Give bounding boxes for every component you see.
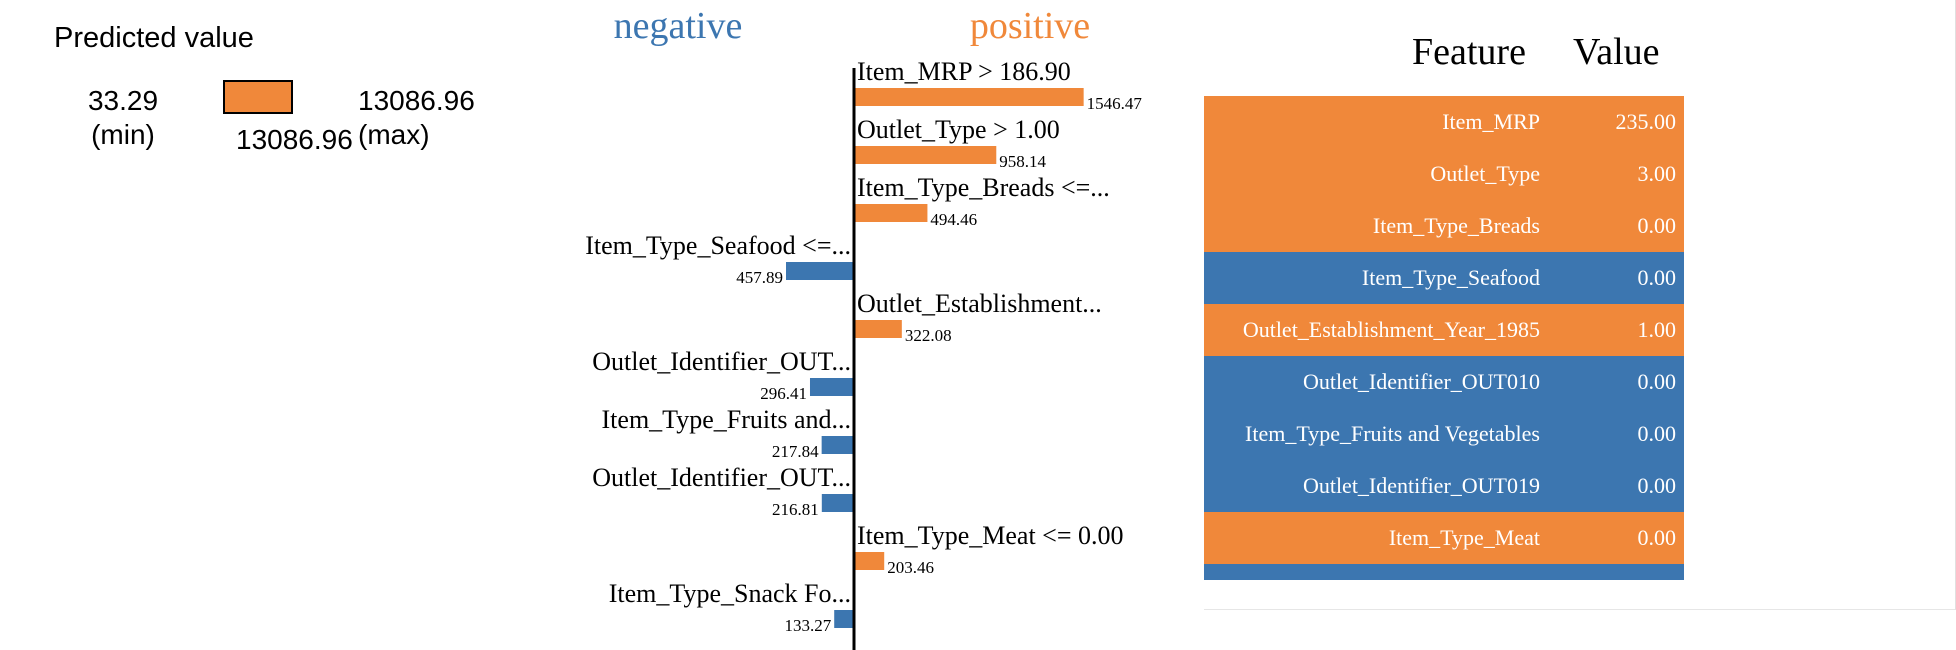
- bar-value-label: 1546.47: [1087, 94, 1143, 113]
- table-row: Outlet_Identifier_OUT019 0.00: [1204, 460, 1684, 512]
- table-row: Outlet_Type 3.00: [1204, 148, 1684, 200]
- table-header-feature: Feature: [1412, 31, 1526, 73]
- table-cell-feature: Outlet_Identifier_OUT019: [1302, 473, 1540, 498]
- predicted-min-label: (min): [91, 119, 155, 150]
- table-cell-feature: Outlet_Identifier_OUT010: [1302, 369, 1540, 394]
- table-cell-feature: Item_Type_Fruits and Vegetables: [1245, 421, 1540, 446]
- table-row: Outlet_Identifier_OUT010 0.00: [1204, 356, 1684, 408]
- bar: [809, 378, 854, 396]
- bar: [834, 610, 854, 628]
- bar-label: Item_Type_Meat <= 0.00: [857, 521, 1124, 550]
- table-cell-feature: Item_Type_Meat: [1388, 525, 1540, 550]
- table-cell-feature: Item_Type_Breads: [1372, 213, 1540, 238]
- table-cell-value: 0.00: [1637, 421, 1677, 446]
- bar: [821, 494, 854, 512]
- table-row: Outlet_Establishment_Year_1985 1.00: [1204, 304, 1684, 356]
- bar-label: Outlet_Identifier_OUT...: [592, 347, 851, 376]
- bar-value-label: 216.81: [772, 500, 819, 519]
- table-cell-feature: Item_Type_Seafood: [1361, 265, 1540, 290]
- bar-label: Outlet_Establishment...: [857, 289, 1102, 318]
- table-header-value: Value: [1573, 31, 1660, 73]
- bar-label: Outlet_Identifier_OUT...: [592, 463, 851, 492]
- table-cell-feature: Outlet_Type: [1430, 161, 1540, 186]
- bar-value-label: 494.46: [930, 210, 977, 229]
- bar-value-label: 296.41: [760, 384, 807, 403]
- table-cell-value: 1.00: [1637, 317, 1677, 342]
- bar-value-label: 133.27: [784, 616, 831, 635]
- predicted-max-label: (max): [358, 119, 430, 150]
- table-row: Item_Type_Fruits and Vegetables 0.00: [1204, 408, 1684, 460]
- bar-label: Item_Type_Breads <=...: [857, 173, 1110, 202]
- table-cell-value: 0.00: [1637, 369, 1677, 394]
- bar: [854, 320, 902, 338]
- bar-value-label: 203.46: [887, 558, 934, 577]
- predicted-min: 33.29 (min): [78, 84, 168, 152]
- predicted-min-value: 33.29: [87, 85, 159, 116]
- table-cell-feature: Item_MRP: [1442, 109, 1540, 134]
- bar-label: Item_MRP > 186.90: [857, 57, 1071, 86]
- bar: [854, 88, 1084, 106]
- table-row: Item_MRP 235.00: [1204, 96, 1684, 148]
- bar: [854, 146, 997, 164]
- table-row: [1204, 564, 1684, 580]
- table-cell-value: 3.00: [1637, 161, 1677, 186]
- bar: [786, 262, 854, 280]
- bar-label: Outlet_Type > 1.00: [857, 115, 1060, 144]
- table-row: Item_Type_Breads 0.00: [1204, 200, 1684, 252]
- bar-value-label: 322.08: [905, 326, 952, 345]
- table-row: Item_Type_Meat 0.00: [1204, 512, 1684, 564]
- predicted-max: 13086.96 (max): [358, 84, 475, 152]
- table-cell-feature: Outlet_Establishment_Year_1985: [1242, 317, 1540, 342]
- bar: [854, 552, 885, 570]
- predicted-max-value: 13086.96: [358, 85, 475, 116]
- table-cell-value: 0.00: [1637, 473, 1677, 498]
- bar: [821, 436, 854, 454]
- predicted-value-title: Predicted value: [54, 22, 254, 54]
- table-cell-value: 0.00: [1637, 265, 1677, 290]
- predicted-value-bar-fill: [225, 82, 291, 112]
- explanation-bar-chart: negative positive Item_MRP > 186.90 1546.…: [585, 5, 1142, 650]
- table-cell-value: 235.00: [1615, 109, 1677, 134]
- bar: [854, 204, 928, 222]
- table-row: Item_Type_Seafood 0.00: [1204, 252, 1684, 304]
- bar-label: Item_Type_Seafood <=...: [585, 231, 851, 260]
- negative-legend-label: negative: [614, 5, 743, 47]
- bar-label: Item_Type_Fruits and...: [602, 405, 851, 434]
- predicted-value-bar: [223, 80, 293, 114]
- table-cell-value: 0.00: [1637, 213, 1677, 238]
- bar-value-label: 217.84: [772, 442, 819, 461]
- bars-group: Item_MRP > 186.90 1546.47 Outlet_Type > 1.…: [585, 57, 1142, 635]
- bar-value-label: 457.89: [736, 268, 783, 287]
- predicted-value-number: 13086.96: [236, 124, 353, 155]
- table-cell-value: 0.00: [1637, 525, 1677, 550]
- bar-value-label: 958.14: [999, 152, 1046, 171]
- positive-legend-label: positive: [970, 5, 1090, 47]
- feature-table: Item_MRP 235.00 Outlet_Type 3.00 Item_Type_B…: [1204, 96, 1684, 580]
- bar-label: Item_Type_Snack Fo...: [609, 579, 851, 608]
